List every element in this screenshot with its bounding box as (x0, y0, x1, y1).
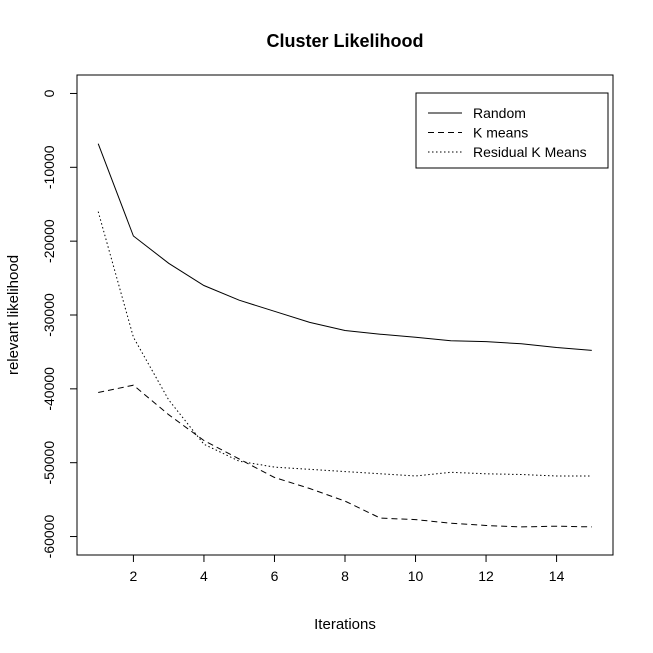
series-layer (97, 143, 592, 528)
y-tick-label: -50000 (41, 441, 57, 485)
x-tick-label: 4 (200, 568, 208, 584)
legend-label: Random (473, 105, 526, 121)
y-axis: 0 -10000 -20000 -30000 -40000 -50000 -60000 (41, 89, 78, 559)
chart-title: Cluster Likelihood (266, 31, 423, 51)
y-tick-label: -40000 (41, 367, 57, 411)
x-axis: 2 4 6 8 10 12 14 (130, 554, 565, 584)
legend-box (415, 92, 609, 169)
legend-label: Residual K Means (473, 144, 587, 160)
series-line-k-means (98, 384, 592, 528)
x-tick-label: 10 (408, 568, 424, 584)
legend-label: K means (473, 125, 528, 141)
x-tick-label: 8 (341, 568, 349, 584)
x-tick-label: 12 (478, 568, 494, 584)
y-tick-label: -20000 (41, 219, 57, 263)
x-axis-title: Iterations (314, 616, 376, 633)
series-line-random (97, 143, 592, 351)
y-tick-label: -30000 (41, 293, 57, 337)
y-axis-title: relevant likelihood (5, 255, 22, 375)
y-tick-label: -60000 (41, 515, 57, 559)
x-tick-label: 6 (271, 568, 279, 584)
series-line-residual-k-means (97, 211, 592, 477)
y-tick-label: 0 (41, 89, 57, 97)
x-tick-label: 2 (130, 568, 138, 584)
x-tick-label: 14 (549, 568, 565, 584)
legend: Random K means Residual K Means (415, 92, 609, 169)
y-tick-label: -10000 (41, 145, 57, 189)
